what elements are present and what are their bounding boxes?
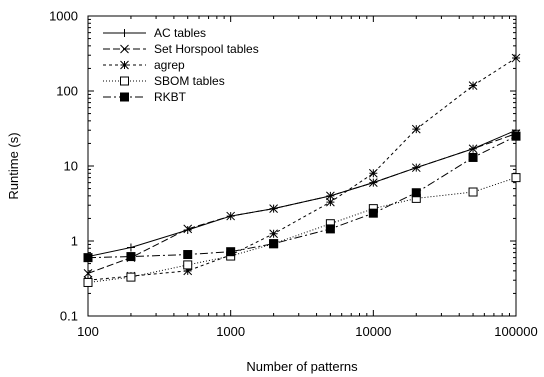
legend-item: Set Horspool tables xyxy=(103,42,259,56)
legend-item: SBOM tables xyxy=(103,74,225,88)
data-point xyxy=(368,178,378,187)
data-point xyxy=(368,208,378,218)
series-line xyxy=(87,133,517,274)
y-axis-title: Runtime (s) xyxy=(6,132,21,199)
data-point xyxy=(326,191,335,201)
data-point xyxy=(411,188,421,198)
series-layer xyxy=(83,53,521,287)
data-point xyxy=(83,253,93,263)
plot-frame xyxy=(87,15,517,317)
y-tick-label: 100 xyxy=(56,84,78,99)
y-tick-label: 0.1 xyxy=(60,309,78,324)
data-point xyxy=(183,266,193,276)
series-line xyxy=(87,177,517,283)
data-point xyxy=(183,260,193,270)
y-tick-label: 1 xyxy=(71,234,78,249)
data-point xyxy=(468,187,478,197)
legend-label: SBOM tables xyxy=(154,74,225,88)
data-point xyxy=(326,197,335,207)
x-tick-label: 10000 xyxy=(355,324,391,339)
data-point xyxy=(468,152,478,162)
series-ac-tables xyxy=(84,126,520,261)
legend-item: RKBT xyxy=(103,90,187,104)
data-point xyxy=(183,224,193,234)
data-point xyxy=(226,211,236,221)
data-point xyxy=(511,131,521,141)
data-point xyxy=(83,269,93,278)
data-point xyxy=(269,239,279,249)
data-point xyxy=(468,81,478,90)
axis-ticks: 100 1000 10000 100000 0.1 1 10 100 1000 xyxy=(49,9,538,340)
data-point xyxy=(411,124,421,134)
data-point xyxy=(468,144,478,154)
legend-label: Set Horspool tables xyxy=(154,42,259,56)
data-point xyxy=(126,272,136,282)
legend-label: RKBT xyxy=(154,90,187,104)
data-point xyxy=(269,204,278,214)
y-tick-label: 1000 xyxy=(49,9,78,24)
series-agrep xyxy=(83,53,521,285)
data-point xyxy=(411,163,421,173)
series-line xyxy=(87,135,517,259)
data-point xyxy=(126,243,135,252)
data-point xyxy=(183,250,193,260)
data-point xyxy=(325,224,335,234)
x-tick-label: 100 xyxy=(77,324,99,339)
x-tick-label: 1000 xyxy=(216,324,245,339)
data-point xyxy=(511,173,521,183)
data-point xyxy=(368,168,378,178)
data-point xyxy=(83,277,93,287)
data-point xyxy=(120,60,129,70)
data-point xyxy=(126,252,136,262)
data-point xyxy=(120,44,129,54)
legend-label: AC tables xyxy=(154,26,206,40)
data-point xyxy=(120,92,129,102)
legend-label: agrep xyxy=(154,58,185,72)
data-point xyxy=(269,229,278,239)
series-set-horspool-tables xyxy=(83,129,521,278)
data-point xyxy=(120,29,129,37)
series-sbom-tables xyxy=(83,173,521,287)
series-rkbt xyxy=(83,131,521,263)
data-point xyxy=(226,247,236,257)
data-point xyxy=(511,53,521,63)
x-axis-title: Number of patterns xyxy=(246,359,358,374)
x-tick-label: 100000 xyxy=(494,324,537,339)
legend: AC tables Set Horspool tables agrep SBOM ta… xyxy=(103,26,259,104)
legend-item: agrep xyxy=(103,58,185,72)
series-line xyxy=(87,57,517,281)
y-tick-label: 10 xyxy=(64,159,78,174)
legend-item: AC tables xyxy=(103,26,206,40)
series-line xyxy=(87,129,517,258)
data-point xyxy=(120,76,129,86)
